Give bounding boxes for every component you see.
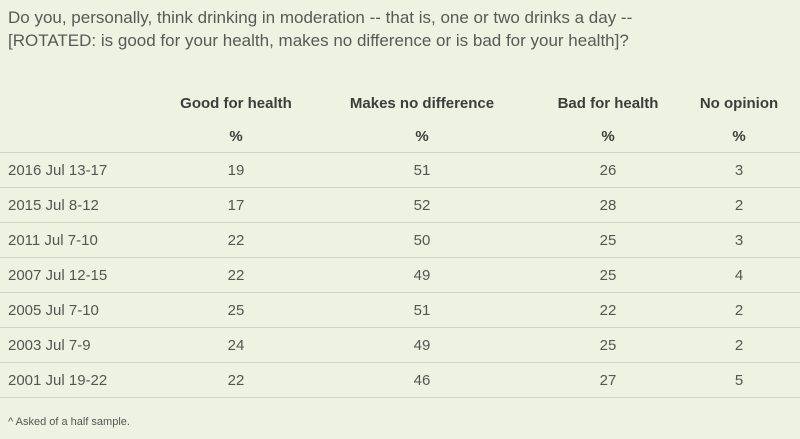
column-header-no-difference: Makes no difference xyxy=(349,94,495,112)
column-header-row: Good for health Makes no difference Bad … xyxy=(0,86,800,120)
cell-no-difference: 49 xyxy=(306,257,538,293)
cell-bad: 25 xyxy=(538,327,678,363)
unit-row: % % % % xyxy=(0,120,800,153)
results-table: Good for health Makes no difference Bad … xyxy=(0,86,800,398)
cell-good: 22 xyxy=(166,257,306,293)
row-date: 2003 Jul 7-9 xyxy=(0,327,166,363)
table-row: 2007 Jul 12-15 22 49 25 4 xyxy=(0,257,800,293)
column-header-no-opinion: No opinion xyxy=(699,94,779,112)
cell-bad: 28 xyxy=(538,187,678,223)
cell-no-opinion: 4 xyxy=(678,257,800,293)
row-date: 2005 Jul 7-10 xyxy=(0,292,166,328)
cell-bad: 27 xyxy=(538,362,678,398)
column-header-good: Good for health xyxy=(180,94,292,112)
unit-label: % xyxy=(229,127,243,145)
unit-label: % xyxy=(601,127,615,145)
row-date: 2016 Jul 13-17 xyxy=(0,152,166,188)
cell-no-difference: 52 xyxy=(306,187,538,223)
cell-good: 22 xyxy=(166,222,306,258)
cell-no-opinion: 3 xyxy=(678,222,800,258)
cell-no-difference: 46 xyxy=(306,362,538,398)
header-corner xyxy=(0,86,166,120)
cell-no-difference: 51 xyxy=(306,152,538,188)
footnote: ^ Asked of a half sample. xyxy=(8,416,130,428)
table-row: 2011 Jul 7-10 22 50 25 3 xyxy=(0,222,800,258)
unit-corner xyxy=(0,120,166,153)
cell-no-opinion: 2 xyxy=(678,292,800,328)
cell-good: 19 xyxy=(166,152,306,188)
cell-no-opinion: 2 xyxy=(678,327,800,363)
table-row: 2001 Jul 19-22 22 46 27 5 xyxy=(0,362,800,398)
cell-bad: 26 xyxy=(538,152,678,188)
cell-no-difference: 51 xyxy=(306,292,538,328)
cell-no-opinion: 2 xyxy=(678,187,800,223)
cell-good: 22 xyxy=(166,362,306,398)
cell-no-opinion: 3 xyxy=(678,152,800,188)
cell-good: 24 xyxy=(166,327,306,363)
row-date: 2011 Jul 7-10 xyxy=(0,222,166,258)
table-row: 2015 Jul 8-12 17 52 28 2 xyxy=(0,187,800,223)
row-date: 2015 Jul 8-12 xyxy=(0,187,166,223)
column-header-bad: Bad for health xyxy=(557,94,659,112)
cell-no-difference: 49 xyxy=(306,327,538,363)
row-date: 2007 Jul 12-15 xyxy=(0,257,166,293)
cell-no-difference: 50 xyxy=(306,222,538,258)
cell-bad: 25 xyxy=(538,257,678,293)
question-title: Do you, personally, think drinking in mo… xyxy=(8,8,633,50)
unit-label: % xyxy=(732,127,746,145)
cell-bad: 25 xyxy=(538,222,678,258)
row-date: 2001 Jul 19-22 xyxy=(0,362,166,398)
cell-good: 25 xyxy=(166,292,306,328)
cell-bad: 22 xyxy=(538,292,678,328)
cell-good: 17 xyxy=(166,187,306,223)
cell-no-opinion: 5 xyxy=(678,362,800,398)
table-row: 2005 Jul 7-10 25 51 22 2 xyxy=(0,292,800,328)
unit-label: % xyxy=(415,127,429,145)
table-row: 2003 Jul 7-9 24 49 25 2 xyxy=(0,327,800,363)
table-row: 2016 Jul 13-17 19 51 26 3 xyxy=(0,152,800,188)
